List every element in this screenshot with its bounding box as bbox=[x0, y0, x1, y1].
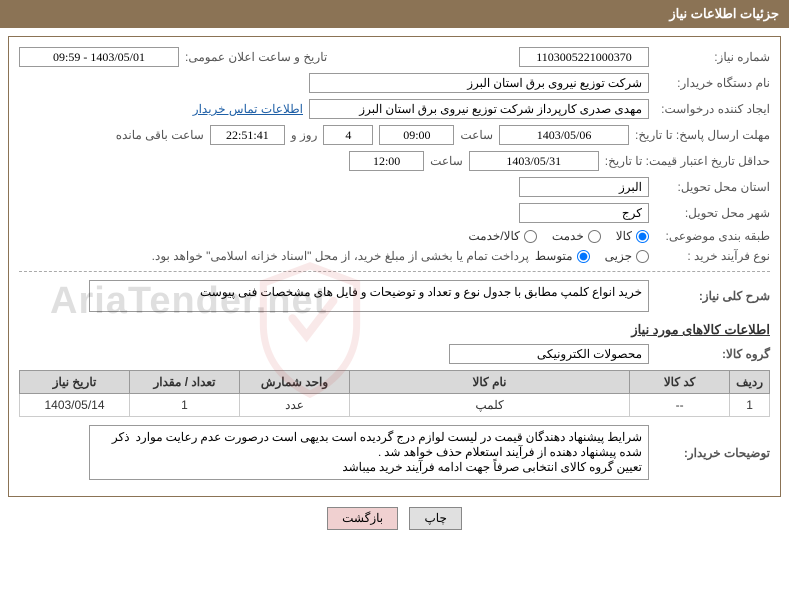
th-name: نام کالا bbox=[350, 371, 630, 394]
radio-goods-service-label: کالا/خدمت bbox=[468, 229, 519, 243]
radio-partial[interactable] bbox=[636, 250, 649, 263]
delivery-province-label: استان محل تحویل: bbox=[655, 180, 770, 194]
items-section-title: اطلاعات کالاهای مورد نیاز bbox=[19, 322, 770, 338]
deadline-date-input bbox=[499, 125, 629, 145]
need-number-input bbox=[519, 47, 649, 67]
td-qty: 1 bbox=[130, 394, 240, 417]
back-button[interactable]: بازگشت bbox=[327, 507, 398, 530]
delivery-city-input bbox=[519, 203, 649, 223]
td-date: 1403/05/14 bbox=[20, 394, 130, 417]
process-radio-group: جزیی متوسط bbox=[535, 249, 649, 263]
button-row: چاپ بازگشت bbox=[0, 507, 789, 530]
td-code: -- bbox=[630, 394, 730, 417]
announce-date-input bbox=[19, 47, 179, 67]
buyer-contact-link[interactable]: اطلاعات تماس خریدار bbox=[193, 102, 303, 116]
th-qty: تعداد / مقدار bbox=[130, 371, 240, 394]
radio-partial-item[interactable]: جزیی bbox=[605, 249, 649, 263]
payment-note: پرداخت تمام یا بخشی از مبلغ خرید، از محل… bbox=[152, 249, 529, 263]
validity-label: حداقل تاریخ اعتبار قیمت: تا تاریخ: bbox=[605, 154, 770, 168]
requester-input bbox=[309, 99, 649, 119]
days-remaining-input bbox=[323, 125, 373, 145]
th-unit: واحد شمارش bbox=[240, 371, 350, 394]
radio-medium-item[interactable]: متوسط bbox=[535, 249, 590, 263]
table-row: 1 -- کلمپ عدد 1 1403/05/14 bbox=[20, 394, 770, 417]
need-number-label: شماره نیاز: bbox=[655, 50, 770, 64]
buyer-org-input bbox=[309, 73, 649, 93]
radio-service-label: خدمت bbox=[552, 229, 584, 243]
buyer-notes-textarea bbox=[89, 425, 649, 480]
group-input bbox=[449, 344, 649, 364]
deadline-time-input bbox=[379, 125, 454, 145]
td-name: کلمپ bbox=[350, 394, 630, 417]
radio-service-item[interactable]: خدمت bbox=[552, 229, 601, 243]
td-rownum: 1 bbox=[730, 394, 770, 417]
overview-label: شرح کلی نیاز: bbox=[655, 289, 770, 303]
announce-label: تاریخ و ساعت اعلان عمومی: bbox=[185, 50, 327, 64]
overview-textarea bbox=[89, 280, 649, 312]
radio-service[interactable] bbox=[588, 230, 601, 243]
page-title-bar: جزئیات اطلاعات نیاز bbox=[0, 0, 789, 28]
group-label: گروه کالا: bbox=[655, 347, 770, 361]
radio-partial-label: جزیی bbox=[605, 249, 632, 263]
category-radio-group: کالا خدمت کالا/خدمت bbox=[468, 229, 649, 243]
validity-time-input bbox=[349, 151, 424, 171]
requester-label: ایجاد کننده درخواست: bbox=[655, 102, 770, 116]
validity-date-input bbox=[469, 151, 599, 171]
th-rownum: ردیف bbox=[730, 371, 770, 394]
validity-time-label: ساعت bbox=[430, 154, 463, 168]
th-date: تاریخ نیاز bbox=[20, 371, 130, 394]
table-header-row: ردیف کد کالا نام کالا واحد شمارش تعداد /… bbox=[20, 371, 770, 394]
radio-goods-item[interactable]: کالا bbox=[616, 229, 649, 243]
days-and-label: روز و bbox=[291, 128, 318, 142]
print-button[interactable]: چاپ bbox=[409, 507, 461, 530]
radio-medium-label: متوسط bbox=[535, 249, 573, 263]
remaining-label: ساعت باقی مانده bbox=[116, 128, 204, 142]
buyer-notes-label: توضیحات خریدار: bbox=[655, 446, 770, 460]
page-title: جزئیات اطلاعات نیاز bbox=[669, 6, 779, 21]
td-unit: عدد bbox=[240, 394, 350, 417]
main-form-container: شماره نیاز: تاریخ و ساعت اعلان عمومی: نا… bbox=[8, 36, 781, 497]
radio-goods-service[interactable] bbox=[524, 230, 537, 243]
deadline-time-label: ساعت bbox=[460, 128, 493, 142]
radio-goods[interactable] bbox=[636, 230, 649, 243]
category-label: طبقه بندی موضوعی: bbox=[655, 229, 770, 243]
radio-goods-service-item[interactable]: کالا/خدمت bbox=[468, 229, 536, 243]
buyer-org-label: نام دستگاه خریدار: bbox=[655, 76, 770, 90]
delivery-province-input bbox=[519, 177, 649, 197]
deadline-label: مهلت ارسال پاسخ: تا تاریخ: bbox=[635, 128, 770, 142]
radio-medium[interactable] bbox=[577, 250, 590, 263]
items-table: ردیف کد کالا نام کالا واحد شمارش تعداد /… bbox=[19, 370, 770, 417]
delivery-city-label: شهر محل تحویل: bbox=[655, 206, 770, 220]
radio-goods-label: کالا bbox=[616, 229, 632, 243]
th-code: کد کالا bbox=[630, 371, 730, 394]
process-type-label: نوع فرآیند خرید : bbox=[655, 249, 770, 263]
countdown-input bbox=[210, 125, 285, 145]
divider bbox=[19, 271, 770, 272]
